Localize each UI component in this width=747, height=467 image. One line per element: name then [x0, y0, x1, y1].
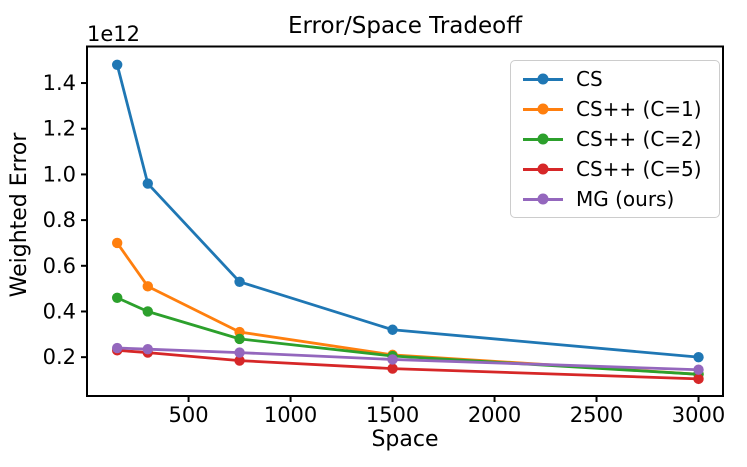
- legend-item-cspp-c1: CS++ (C=1): [523, 94, 707, 124]
- legend-label: CS: [576, 67, 603, 91]
- series-marker-CS++ (C=2): [142, 306, 153, 317]
- series-marker-MG (ours): [111, 342, 123, 354]
- plot-area: 500 1000 1500 2000 2500 3000 0.2 0.4 0.6 0.8 1.0 1.…: [43, 45, 725, 427]
- legend-item-mg-ours: MG (ours): [523, 184, 707, 214]
- axes-spines: [86, 45, 724, 397]
- series-marker-CS++ (C=5): [234, 355, 245, 366]
- y-tick-label: 1.2: [43, 117, 76, 141]
- y-axis-offset-text: 1e12: [87, 22, 140, 46]
- legend-label: CS++ (C=1): [576, 97, 702, 121]
- legend-sample-line-dot: [523, 167, 563, 171]
- legend-sample-line-dot: [523, 77, 563, 81]
- y-tick-label: 0.4: [43, 299, 76, 323]
- series-marker-CS++ (C=1): [111, 237, 123, 249]
- legend-label: CS++ (C=2): [576, 127, 702, 151]
- series-marker-CS++ (C=2): [234, 333, 245, 345]
- series-marker-CS++ (C=5): [387, 363, 398, 374]
- y-tick-label: 1.4: [43, 71, 76, 95]
- legend: CS CS++ (C=1) CS++ (C=2) CS++ (C=5) MG (…: [510, 60, 720, 218]
- series-marker-CS++ (C=5): [693, 373, 704, 385]
- x-tick-label: 500: [169, 403, 209, 427]
- series-marker-CS: [142, 178, 153, 189]
- x-tick-label: 1000: [264, 403, 317, 427]
- y-tick-label: 1.0: [43, 162, 76, 186]
- series-marker-CS: [111, 59, 123, 70]
- legend-sample-line-dot: [523, 197, 563, 201]
- x-tick-label: 2500: [570, 403, 623, 427]
- legend-label: MG (ours): [576, 187, 675, 211]
- series-marker-CS: [387, 324, 398, 335]
- chart-title: Error/Space Tradeoff: [288, 13, 523, 39]
- legend-sample-line-dot: [523, 107, 563, 111]
- series-line-CS++ (C=1): [115, 241, 700, 376]
- series-marker-CS: [693, 351, 704, 363]
- x-tick-label: 1500: [366, 403, 419, 427]
- legend-item-cs: CS: [523, 64, 707, 94]
- series-marker-CS: [234, 276, 245, 287]
- legend-sample-line-dot: [523, 137, 563, 141]
- series-marker-MG (ours): [387, 354, 398, 365]
- x-tick-label: 3000: [672, 403, 725, 427]
- series-marker-CS++ (C=1): [142, 281, 153, 292]
- y-tick-label: 0.6: [43, 254, 76, 278]
- legend-item-cspp-c5: CS++ (C=5): [523, 154, 707, 184]
- series-marker-MG (ours): [693, 364, 704, 375]
- series-marker-MG (ours): [142, 343, 153, 355]
- legend-item-cspp-c2: CS++ (C=2): [523, 124, 707, 154]
- y-axis-label: Weighted Error: [7, 132, 32, 298]
- legend-label: CS++ (C=5): [576, 157, 702, 181]
- series-line-CS++ (C=2): [115, 296, 700, 376]
- x-axis-label: Space: [371, 427, 438, 452]
- series-marker-CS++ (C=2): [111, 292, 123, 303]
- y-tick-label: 0.8: [43, 208, 76, 232]
- series-marker-MG (ours): [234, 347, 245, 358]
- y-tick-label: 0.2: [43, 345, 76, 369]
- x-tick-label: 2000: [468, 403, 521, 427]
